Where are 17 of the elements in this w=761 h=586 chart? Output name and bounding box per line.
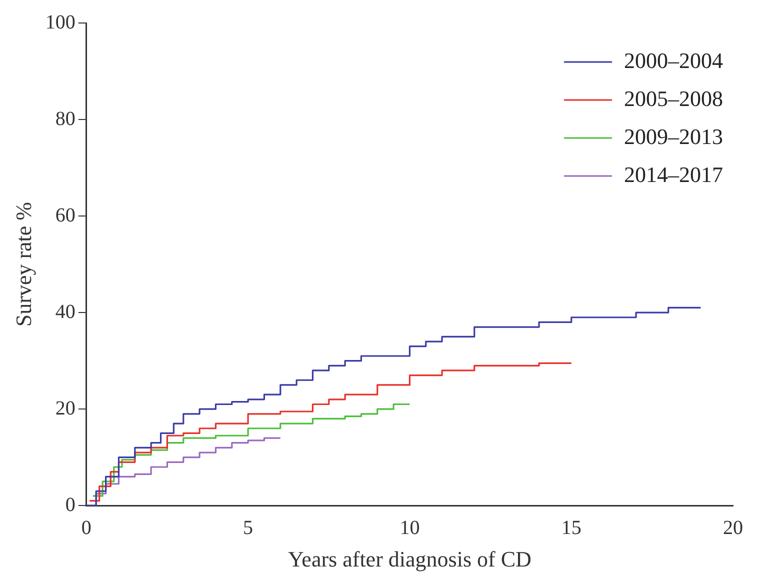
y-tick-label: 20 bbox=[55, 397, 76, 420]
y-tick-label: 80 bbox=[55, 108, 76, 130]
y-axis-title: Survey rate % bbox=[10, 202, 36, 327]
x-axis-title: Years after diagnosis of CD bbox=[288, 546, 532, 572]
y-tick-label: 0 bbox=[65, 494, 76, 516]
x-tick-label: 10 bbox=[400, 516, 420, 539]
x-tick-label: 5 bbox=[243, 516, 254, 539]
legend-label: 2014–2017 bbox=[624, 162, 723, 187]
y-tick-label: 40 bbox=[55, 300, 76, 323]
legend-label: 2009–2013 bbox=[624, 124, 723, 149]
legend-label: 2005–2008 bbox=[624, 86, 723, 111]
x-tick-label: 20 bbox=[723, 516, 743, 539]
x-tick-label: 0 bbox=[81, 516, 92, 539]
y-tick-label: 100 bbox=[45, 11, 76, 34]
x-tick-label: 15 bbox=[561, 516, 582, 539]
y-tick-label: 60 bbox=[55, 204, 76, 226]
legend-label: 2000–2004 bbox=[624, 48, 723, 73]
